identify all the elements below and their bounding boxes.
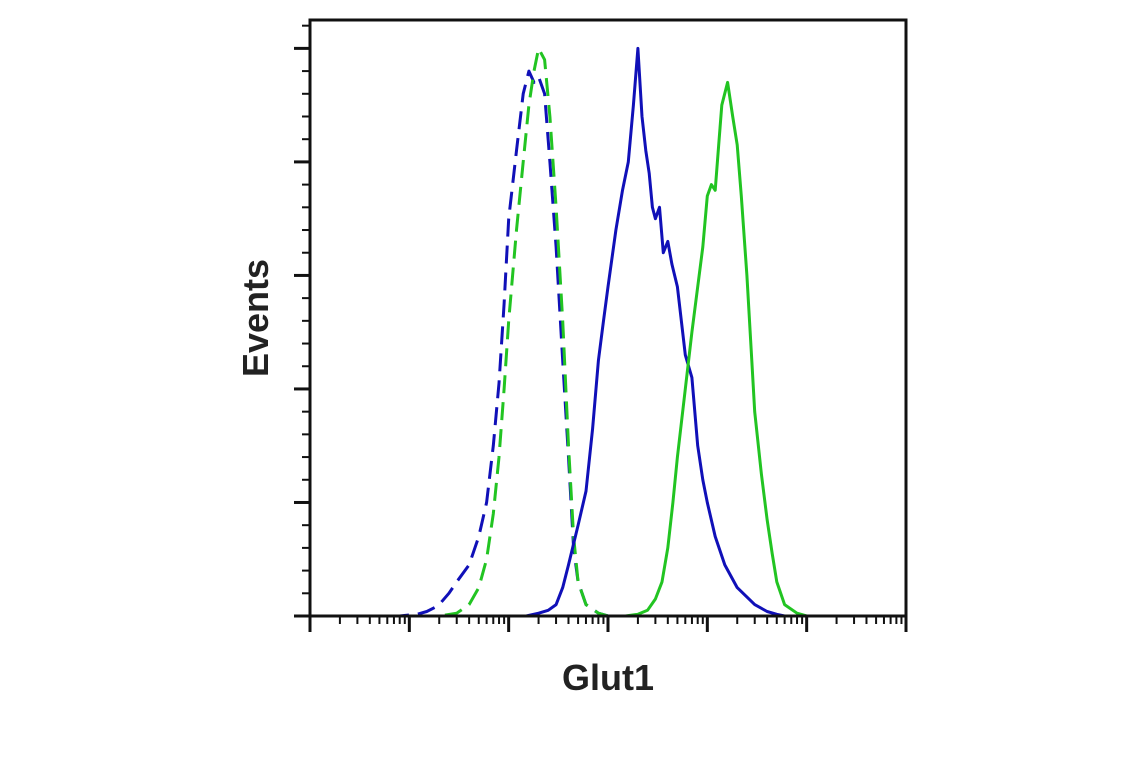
series-line-4 <box>310 80 906 618</box>
series-layer <box>310 46 906 618</box>
series-line-1 <box>310 69 708 618</box>
y-axis-title: Events <box>235 259 276 377</box>
series-line-2 <box>310 46 708 618</box>
plot-frame <box>308 18 908 618</box>
x-axis-ticks <box>308 616 908 632</box>
x-axis-title: Glut1 <box>562 657 654 698</box>
series-line-3 <box>310 46 906 618</box>
y-axis-ticks <box>294 24 310 618</box>
